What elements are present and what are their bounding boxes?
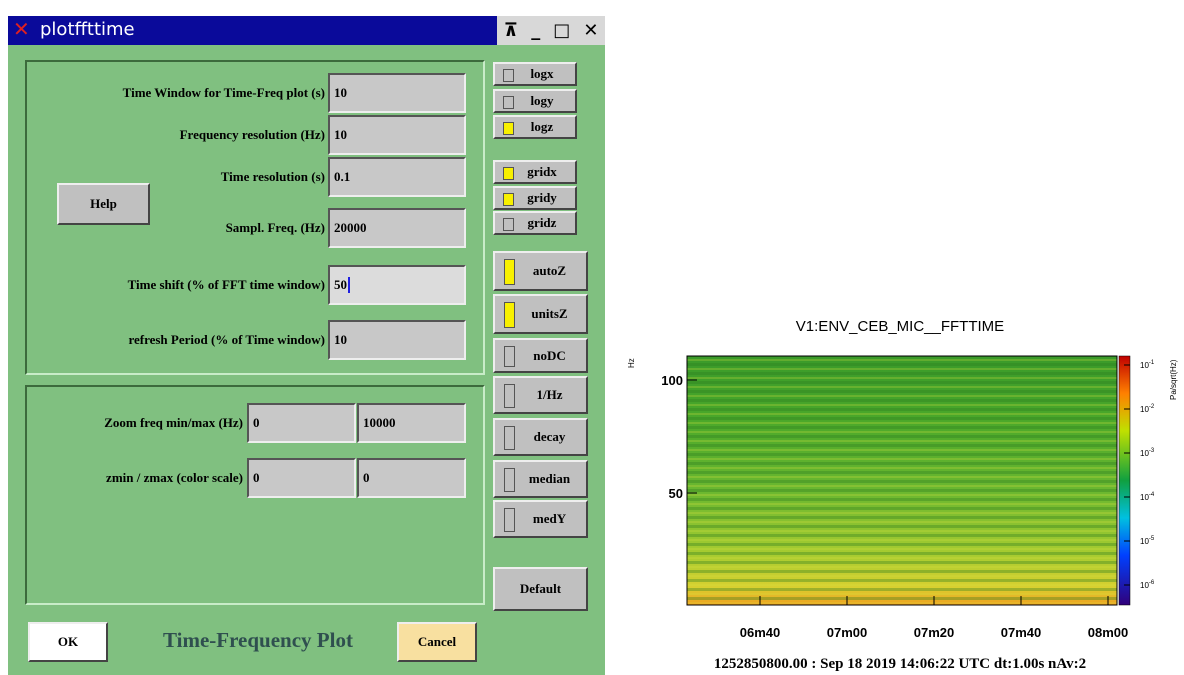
check-indicator xyxy=(503,69,514,82)
dialog: ✕ plotffttime ⊼ _ □ ✕ Time Window for Time-… xyxy=(8,16,605,675)
text-field[interactable]: 20000 xyxy=(328,208,466,248)
field-label: Time Window for Time-Freq plot (s) xyxy=(122,85,325,100)
caption: Time-Frequency Plot xyxy=(163,628,353,652)
checkbox[interactable]: logz xyxy=(493,115,577,139)
check-indicator xyxy=(503,167,514,180)
check-indicator xyxy=(503,218,514,231)
toggle-indicator xyxy=(504,384,515,408)
x-tick-label: 07m00 xyxy=(827,625,867,640)
colorbar-tick-label: 10-2 xyxy=(1140,404,1155,414)
tick-base: 10 xyxy=(1140,361,1149,370)
field-label: Zoom freq min/max (Hz) xyxy=(104,415,243,430)
check-indicator xyxy=(503,122,514,135)
colorbar-tick-label: 10-3 xyxy=(1140,448,1155,458)
colorbar-tick-label: 10-6 xyxy=(1140,580,1155,590)
controls: Time Window for Time-Freq plot (s) 10 Freq… xyxy=(8,16,605,675)
toggle-button[interactable]: autoZ xyxy=(493,251,588,291)
spectrogram: V1:ENV_CEB_MIC__FFTTIME Hz Pa/sqrt(Hz) 1… xyxy=(627,318,1178,672)
y-axis-label: Hz xyxy=(627,358,636,368)
text-field[interactable]: 0 xyxy=(247,403,356,443)
text-field[interactable]: 10 xyxy=(328,115,466,155)
ok-button[interactable]: OK xyxy=(28,622,108,662)
text-field[interactable]: 10 xyxy=(328,320,466,360)
window-controls[interactable]: ⊼ _ □ ✕ xyxy=(497,16,605,45)
toggle-button[interactable]: noDC xyxy=(493,338,588,373)
colorbar-label: Pa/sqrt(Hz) xyxy=(1169,359,1178,400)
toggle-button[interactable]: medY xyxy=(493,500,588,538)
x-tick-label: 08m00 xyxy=(1088,625,1128,640)
toggle-button[interactable]: unitsZ xyxy=(493,294,588,334)
settings-panel xyxy=(25,60,485,375)
toggle-indicator xyxy=(504,508,515,532)
checkbox[interactable]: logy xyxy=(493,89,577,113)
y-tick-label: 50 xyxy=(669,486,683,501)
checkbox[interactable]: gridx xyxy=(493,160,577,184)
colorbar-tick-label: 10-5 xyxy=(1140,536,1155,546)
toggle-button[interactable]: median xyxy=(493,460,588,498)
y-tick-label: 100 xyxy=(661,373,683,388)
toggle-button[interactable]: decay xyxy=(493,418,588,456)
text-field[interactable]: 10 xyxy=(328,73,466,113)
colorbar-tick-label: 10-1 xyxy=(1140,360,1155,370)
checkbox[interactable]: gridz xyxy=(493,211,577,235)
title-bar: ✕ plotffttime xyxy=(8,16,497,45)
text-field[interactable]: 0.1 xyxy=(328,157,466,197)
colorbar-tick-label: 10-4 xyxy=(1140,492,1155,502)
spectrogram-texture xyxy=(687,356,1117,605)
x-tick-label: 07m20 xyxy=(914,625,954,640)
tick-base: 10 xyxy=(1140,581,1149,590)
tick-exponent: -6 xyxy=(1149,580,1155,586)
field-label: zmin / zmax (color scale) xyxy=(106,470,243,485)
toggle-indicator xyxy=(504,302,515,328)
scale-panel xyxy=(25,385,485,605)
text-field[interactable]: 50 xyxy=(328,265,466,305)
field-label: Time shift (% of FFT time window) xyxy=(127,277,325,292)
tick-exponent: -5 xyxy=(1149,536,1155,542)
text-field[interactable]: 10000 xyxy=(357,403,466,443)
field-label: Time resolution (s) xyxy=(220,169,325,184)
field-label: Frequency resolution (Hz) xyxy=(179,127,325,142)
plot-frame xyxy=(686,355,1118,606)
default-button[interactable]: Default xyxy=(493,567,588,611)
tick-base: 10 xyxy=(1140,449,1149,458)
toggle-indicator xyxy=(504,259,515,285)
colorbar xyxy=(1118,355,1131,606)
tick-base: 10 xyxy=(1140,537,1149,546)
text-field[interactable]: 0 xyxy=(247,458,356,498)
tick-exponent: -3 xyxy=(1149,448,1155,454)
toggle-indicator xyxy=(504,346,515,367)
field-label: Sampl. Freq. (Hz) xyxy=(225,220,325,235)
cursor xyxy=(348,277,350,293)
checkbox[interactable]: logx xyxy=(493,62,577,86)
x-tick-label: 07m40 xyxy=(1001,625,1041,640)
help-button[interactable]: Help xyxy=(57,183,150,225)
toggle-button[interactable]: 1/Hz xyxy=(493,376,588,414)
tick-exponent: -1 xyxy=(1149,360,1155,366)
x-tick-label: 06m40 xyxy=(740,625,780,640)
plot-footer: 1252850800.00 : Sep 18 2019 14:06:22 UTC… xyxy=(714,656,1086,672)
tick-base: 10 xyxy=(1140,405,1149,414)
text-field[interactable]: 0 xyxy=(357,458,466,498)
toggle-indicator xyxy=(504,468,515,492)
toggle-indicator xyxy=(504,426,515,450)
check-indicator xyxy=(503,96,514,109)
tick-base: 10 xyxy=(1140,493,1149,502)
checkbox[interactable]: gridy xyxy=(493,186,577,210)
plot-title: V1:ENV_CEB_MIC__FFTTIME xyxy=(796,318,1004,335)
field-label: refresh Period (% of Time window) xyxy=(128,332,325,347)
tick-exponent: -4 xyxy=(1149,492,1155,498)
check-indicator xyxy=(503,193,514,206)
window-title: plotffttime xyxy=(40,19,135,40)
tick-exponent: -2 xyxy=(1149,404,1155,410)
cancel-button[interactable]: Cancel xyxy=(397,622,477,662)
app-icon: ✕ xyxy=(13,17,30,41)
